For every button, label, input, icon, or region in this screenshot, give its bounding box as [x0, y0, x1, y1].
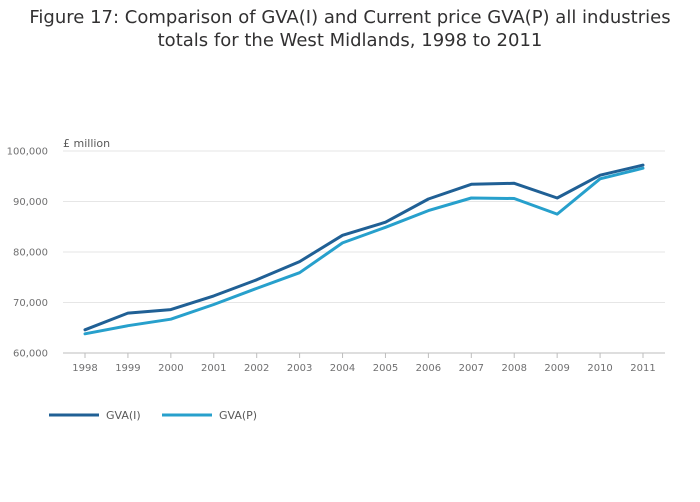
- y-axis: 60,000 70,000 80,000 90,000 100,000: [7, 147, 48, 360]
- legend-item: GVA(I): [49, 409, 141, 422]
- y-tick-label: 60,000: [13, 349, 48, 360]
- legend-item: GVA(P): [162, 409, 257, 422]
- chart-title: Figure 17: Comparison of GVA(I) and Curr…: [0, 6, 700, 52]
- x-tick-label: 1998: [72, 363, 97, 374]
- x-tick-label: 2003: [287, 363, 312, 374]
- y-tick-label: 70,000: [13, 298, 48, 309]
- legend: GVA(I) GVA(P): [49, 409, 257, 422]
- y-tick-label: 100,000: [7, 147, 48, 158]
- x-tick-label: 2001: [201, 363, 226, 374]
- x-tick-label: 2000: [158, 363, 183, 374]
- x-tick-label: 2010: [587, 363, 612, 374]
- series-line-gva-p: [83, 166, 645, 336]
- x-tick-label: 2002: [244, 363, 269, 374]
- x-tick-label: 1999: [115, 363, 140, 374]
- gridlines: [63, 150, 665, 303]
- x-axis: 1998 1999 2000 2001 2002 2003 2004 2005 2006 2007…: [72, 353, 656, 374]
- chart-title-line-2: totals for the West Midlands, 1998 to 20…: [157, 30, 543, 51]
- x-tick-label: 2006: [416, 363, 441, 374]
- x-tick-label: 2007: [459, 363, 484, 374]
- y-tick-label: 80,000: [13, 248, 48, 259]
- x-tick-label: 2009: [544, 363, 569, 374]
- x-tick-label: 2004: [330, 363, 355, 374]
- series-lines: [83, 163, 645, 336]
- x-tick-label: 2011: [630, 363, 655, 374]
- y-tick-label: 90,000: [13, 197, 48, 208]
- x-tick-label: 2005: [373, 363, 398, 374]
- legend-label: GVA(I): [106, 409, 141, 422]
- legend-label: GVA(P): [219, 409, 257, 422]
- y-axis-unit-label: £ million: [63, 137, 110, 150]
- x-tick-label: 2008: [502, 363, 527, 374]
- chart-title-line-1: Figure 17: Comparison of GVA(I) and Curr…: [29, 7, 671, 28]
- series-line-gva-i: [83, 163, 645, 332]
